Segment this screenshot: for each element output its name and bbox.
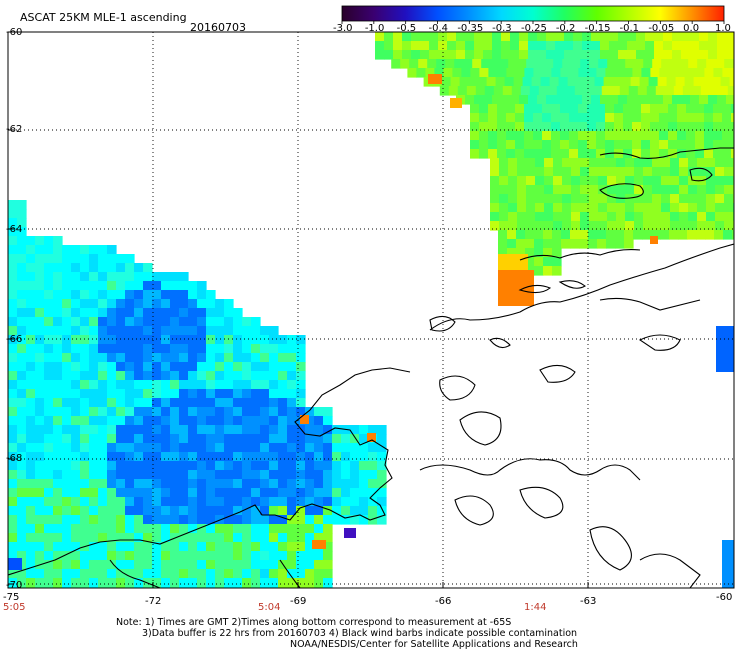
yellow-mle-cell: [498, 254, 528, 270]
lon-label: -69: [290, 596, 307, 607]
time-label: 5:05: [3, 602, 26, 613]
high-mle-cell: [650, 236, 658, 244]
lon-label: -63: [580, 596, 597, 607]
high-mle-cell: [300, 415, 309, 424]
coast-segment: [489, 337, 511, 349]
coast-segment: [519, 249, 641, 261]
colorbar-label: -3.0: [333, 23, 353, 34]
note-line-1: Note: 1) Times are GMT 2)Times along bot…: [116, 617, 512, 628]
low-mle-strip: [716, 326, 734, 372]
colorbar-label: -0.4: [428, 23, 449, 34]
coast-segment: [519, 486, 564, 519]
low-mle-strip: [722, 540, 734, 588]
colorbar-label: -0.3: [492, 23, 512, 34]
colorbar-label: -0.2: [555, 23, 576, 34]
coast-segment: [599, 147, 734, 159]
data-swaths: [8, 32, 734, 588]
coastline: [8, 147, 734, 588]
low-mle-cell: [8, 558, 22, 570]
coast-segment: [638, 334, 681, 351]
lon-label: -66: [435, 596, 452, 607]
time-label: 1:44: [524, 602, 547, 613]
coast-segment: [454, 495, 494, 526]
colorbar-label: 0.0: [683, 23, 700, 34]
lat-label: -62: [6, 124, 23, 135]
colorbar-label: -1.0: [364, 23, 385, 34]
lat-label: -64: [6, 224, 23, 235]
colorbar-ramp: [341, 5, 725, 22]
lon-label: -75: [3, 592, 20, 603]
lat-label: -60: [6, 27, 23, 38]
coast-segment: [539, 364, 576, 383]
coast-segment: [439, 375, 476, 401]
time-label: 5:04: [258, 602, 281, 613]
high-mle-cell: [450, 98, 462, 108]
coast-segment: [589, 526, 632, 571]
lon-label: -60: [716, 592, 733, 603]
coast-segment: [429, 315, 456, 332]
high-mle-patch: [498, 270, 534, 306]
lat-label: -70: [6, 580, 23, 591]
coast-segment: [8, 367, 411, 576]
colorbar-label: 1.0: [715, 23, 731, 34]
coast-segment: [429, 243, 734, 331]
note-line-3: NOAA/NESDIS/Center for Satellite Applica…: [290, 639, 578, 650]
colorbar: [341, 5, 725, 24]
colorbar-label: -0.35: [457, 23, 484, 34]
colorbar-label: -0.1: [619, 23, 640, 34]
colorbar-label: -0.5: [396, 23, 417, 34]
coast-segment: [639, 553, 701, 588]
lat-label: -68: [6, 453, 23, 464]
low-mle-cell: [344, 528, 356, 538]
coast-segment: [558, 280, 586, 289]
high-mle-cell: [312, 540, 326, 549]
colorbar-label: -0.15: [584, 23, 611, 34]
note-line-2: 3)Data buffer is 22 hrs from 20160703 4)…: [142, 628, 578, 639]
coast-segment: [599, 297, 701, 311]
colorbar-label: -0.25: [521, 23, 547, 34]
lon-label: -72: [145, 596, 162, 607]
coast-segment: [419, 458, 641, 481]
high-mle-cell: [367, 433, 376, 442]
high-mle-cell: [428, 74, 442, 84]
lat-label: -66: [6, 334, 23, 345]
coast-segment: [459, 411, 502, 446]
coast-segment: [689, 167, 713, 182]
colorbar-label: -0.05: [648, 23, 675, 34]
coast-segment: [599, 183, 644, 199]
coast-segment: [109, 559, 161, 588]
plot-frame: [7, 31, 735, 589]
coast-segment: [518, 284, 552, 294]
map-title: ASCAT 25KM MLE-1 ascending: [20, 11, 187, 24]
map-date: 20160703: [190, 21, 246, 34]
